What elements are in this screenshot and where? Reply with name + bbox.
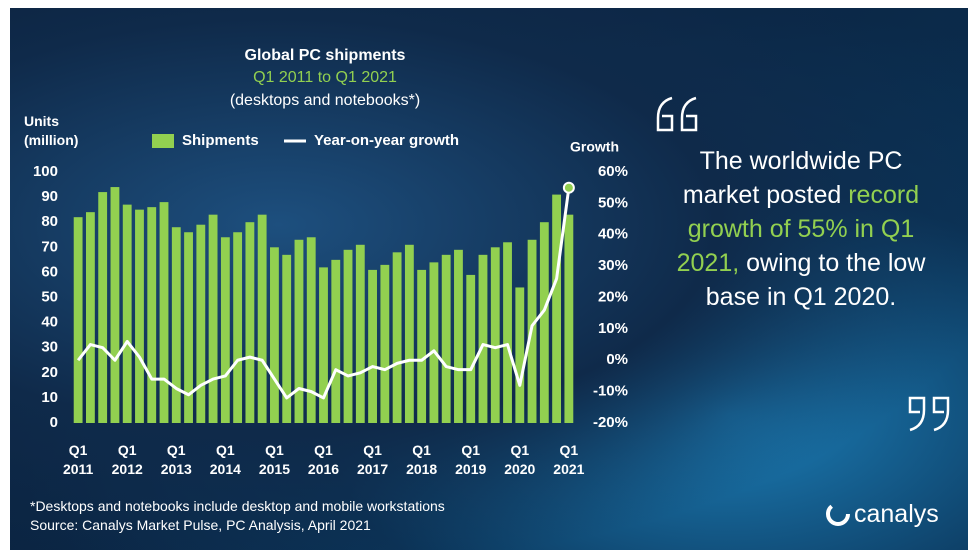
bar [98,192,108,423]
y2-tick-label: -20% [593,414,628,431]
bar [392,252,402,423]
bar [208,214,218,423]
bar [368,269,377,423]
x-tick-label: Q1 2018 [406,442,438,477]
source: Source: Canalys Market Pulse, PC Analysi… [30,517,371,533]
quote: The worldwide PC market posted record gr… [676,144,926,314]
quote-text: owing to the low base in Q1 2020. [705,249,926,311]
x-tick-label: Q1 2019 [455,442,487,477]
bar [135,209,144,423]
bar [429,262,439,423]
y2-tick-label: 10% [598,320,628,337]
y2-tick-label: 30% [598,257,628,274]
x-tick-label: Q1 2014 [209,442,241,477]
bar [270,247,279,423]
x-tick-label: Q1 2021 [553,442,585,477]
bar [441,254,451,423]
y2-tick-label: 20% [598,288,628,305]
y-tick-label: 90 [41,188,58,205]
y-axis-label: Units (million) [24,113,79,148]
y-tick-label: 40 [41,314,58,331]
brand-name: canalys [854,500,939,528]
bar [282,254,292,423]
y-tick-label: 30 [41,339,58,356]
bar [331,259,341,423]
x-tick-label: Q1 2015 [258,442,290,477]
y-tick-label: 100 [33,163,58,180]
line [76,187,571,400]
bar [73,217,83,423]
bar [184,232,193,423]
bar [233,232,243,423]
bar [515,287,525,423]
bar [417,269,427,423]
bar [564,214,574,423]
bar [171,227,181,423]
x-tick-label: Q1 2016 [307,442,340,477]
bar [122,204,132,423]
quote-mark [656,96,950,432]
bar [257,214,267,423]
bar [319,267,328,423]
line-end-point [562,181,575,194]
y-tick-label: 80 [41,213,58,230]
bar [220,237,230,423]
x-tick-label: Q1 2012 [111,442,143,477]
x-tick-label: Q1 2011 [62,442,94,477]
quote-highlight: record growth of 55% in Q1 2021, [676,181,920,277]
bar [404,244,414,423]
y-tick-label: 60 [41,263,58,280]
footnote: *Desktops and notebooks include desktop … [30,498,445,514]
bar [147,207,157,423]
legend-label: Year-on-year growth [314,132,459,149]
bar [110,187,120,423]
brand-logo [826,502,850,526]
bar [355,244,365,423]
y2-axis-label: Growth [570,139,619,155]
bar [466,274,476,423]
bar [539,222,549,423]
legend-swatch [152,134,174,148]
y-tick-label: 0 [50,414,58,431]
bar [552,194,562,423]
y2-tick-label: 60% [598,163,628,180]
chart-subtitle: Q1 2011 to Q1 2021 [253,69,397,86]
bar [380,264,390,423]
bar [490,247,500,423]
bar [503,242,512,423]
y2-tick-label: 40% [598,226,628,243]
y2-tick-label: -10% [593,383,628,400]
background [10,8,968,550]
bar [85,212,95,423]
y-tick-label: 50 [41,288,58,305]
legend-label: Shipments [182,132,259,149]
x-tick-label: Q1 2017 [356,442,389,477]
chart-subtitle: (desktops and notebooks*) [230,92,420,109]
y-tick-label: 10 [41,389,58,406]
bar [454,249,463,423]
bar [245,222,255,423]
bar [196,224,206,423]
y2-tick-label: 50% [598,194,628,211]
y-tick-label: 20 [41,364,58,381]
bar [294,239,304,423]
y-tick-label: 70 [41,238,58,255]
quote-text: The worldwide PC market posted [682,147,903,209]
bar [343,249,353,423]
bar [159,202,169,423]
bar [478,254,488,423]
x-tick-label: Q1 2020 [504,442,536,477]
x-tick-label: Q1 2013 [160,442,192,477]
y2-tick-label: 0% [606,351,628,368]
chart-title: Global PC shipments [245,47,406,64]
bar [306,237,316,423]
